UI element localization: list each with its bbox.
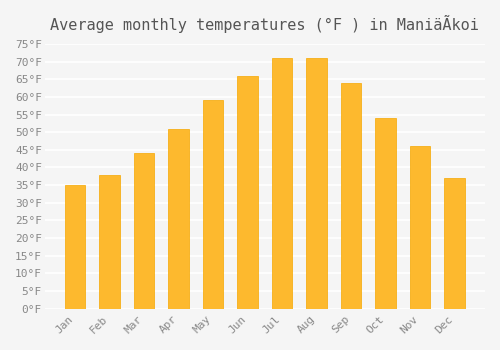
Bar [306, 58, 327, 309]
Bar [65, 185, 86, 309]
Bar [203, 100, 224, 309]
Bar [410, 146, 430, 309]
Bar [272, 58, 292, 309]
Bar [134, 153, 154, 309]
Bar [444, 178, 465, 309]
Bar [238, 76, 258, 309]
Bar [100, 175, 120, 309]
Title: Average monthly temperatures (°F ) in ManiäÃkoi: Average monthly temperatures (°F ) in Ma… [50, 15, 480, 33]
Bar [376, 118, 396, 309]
Bar [168, 129, 189, 309]
Bar [341, 83, 361, 309]
